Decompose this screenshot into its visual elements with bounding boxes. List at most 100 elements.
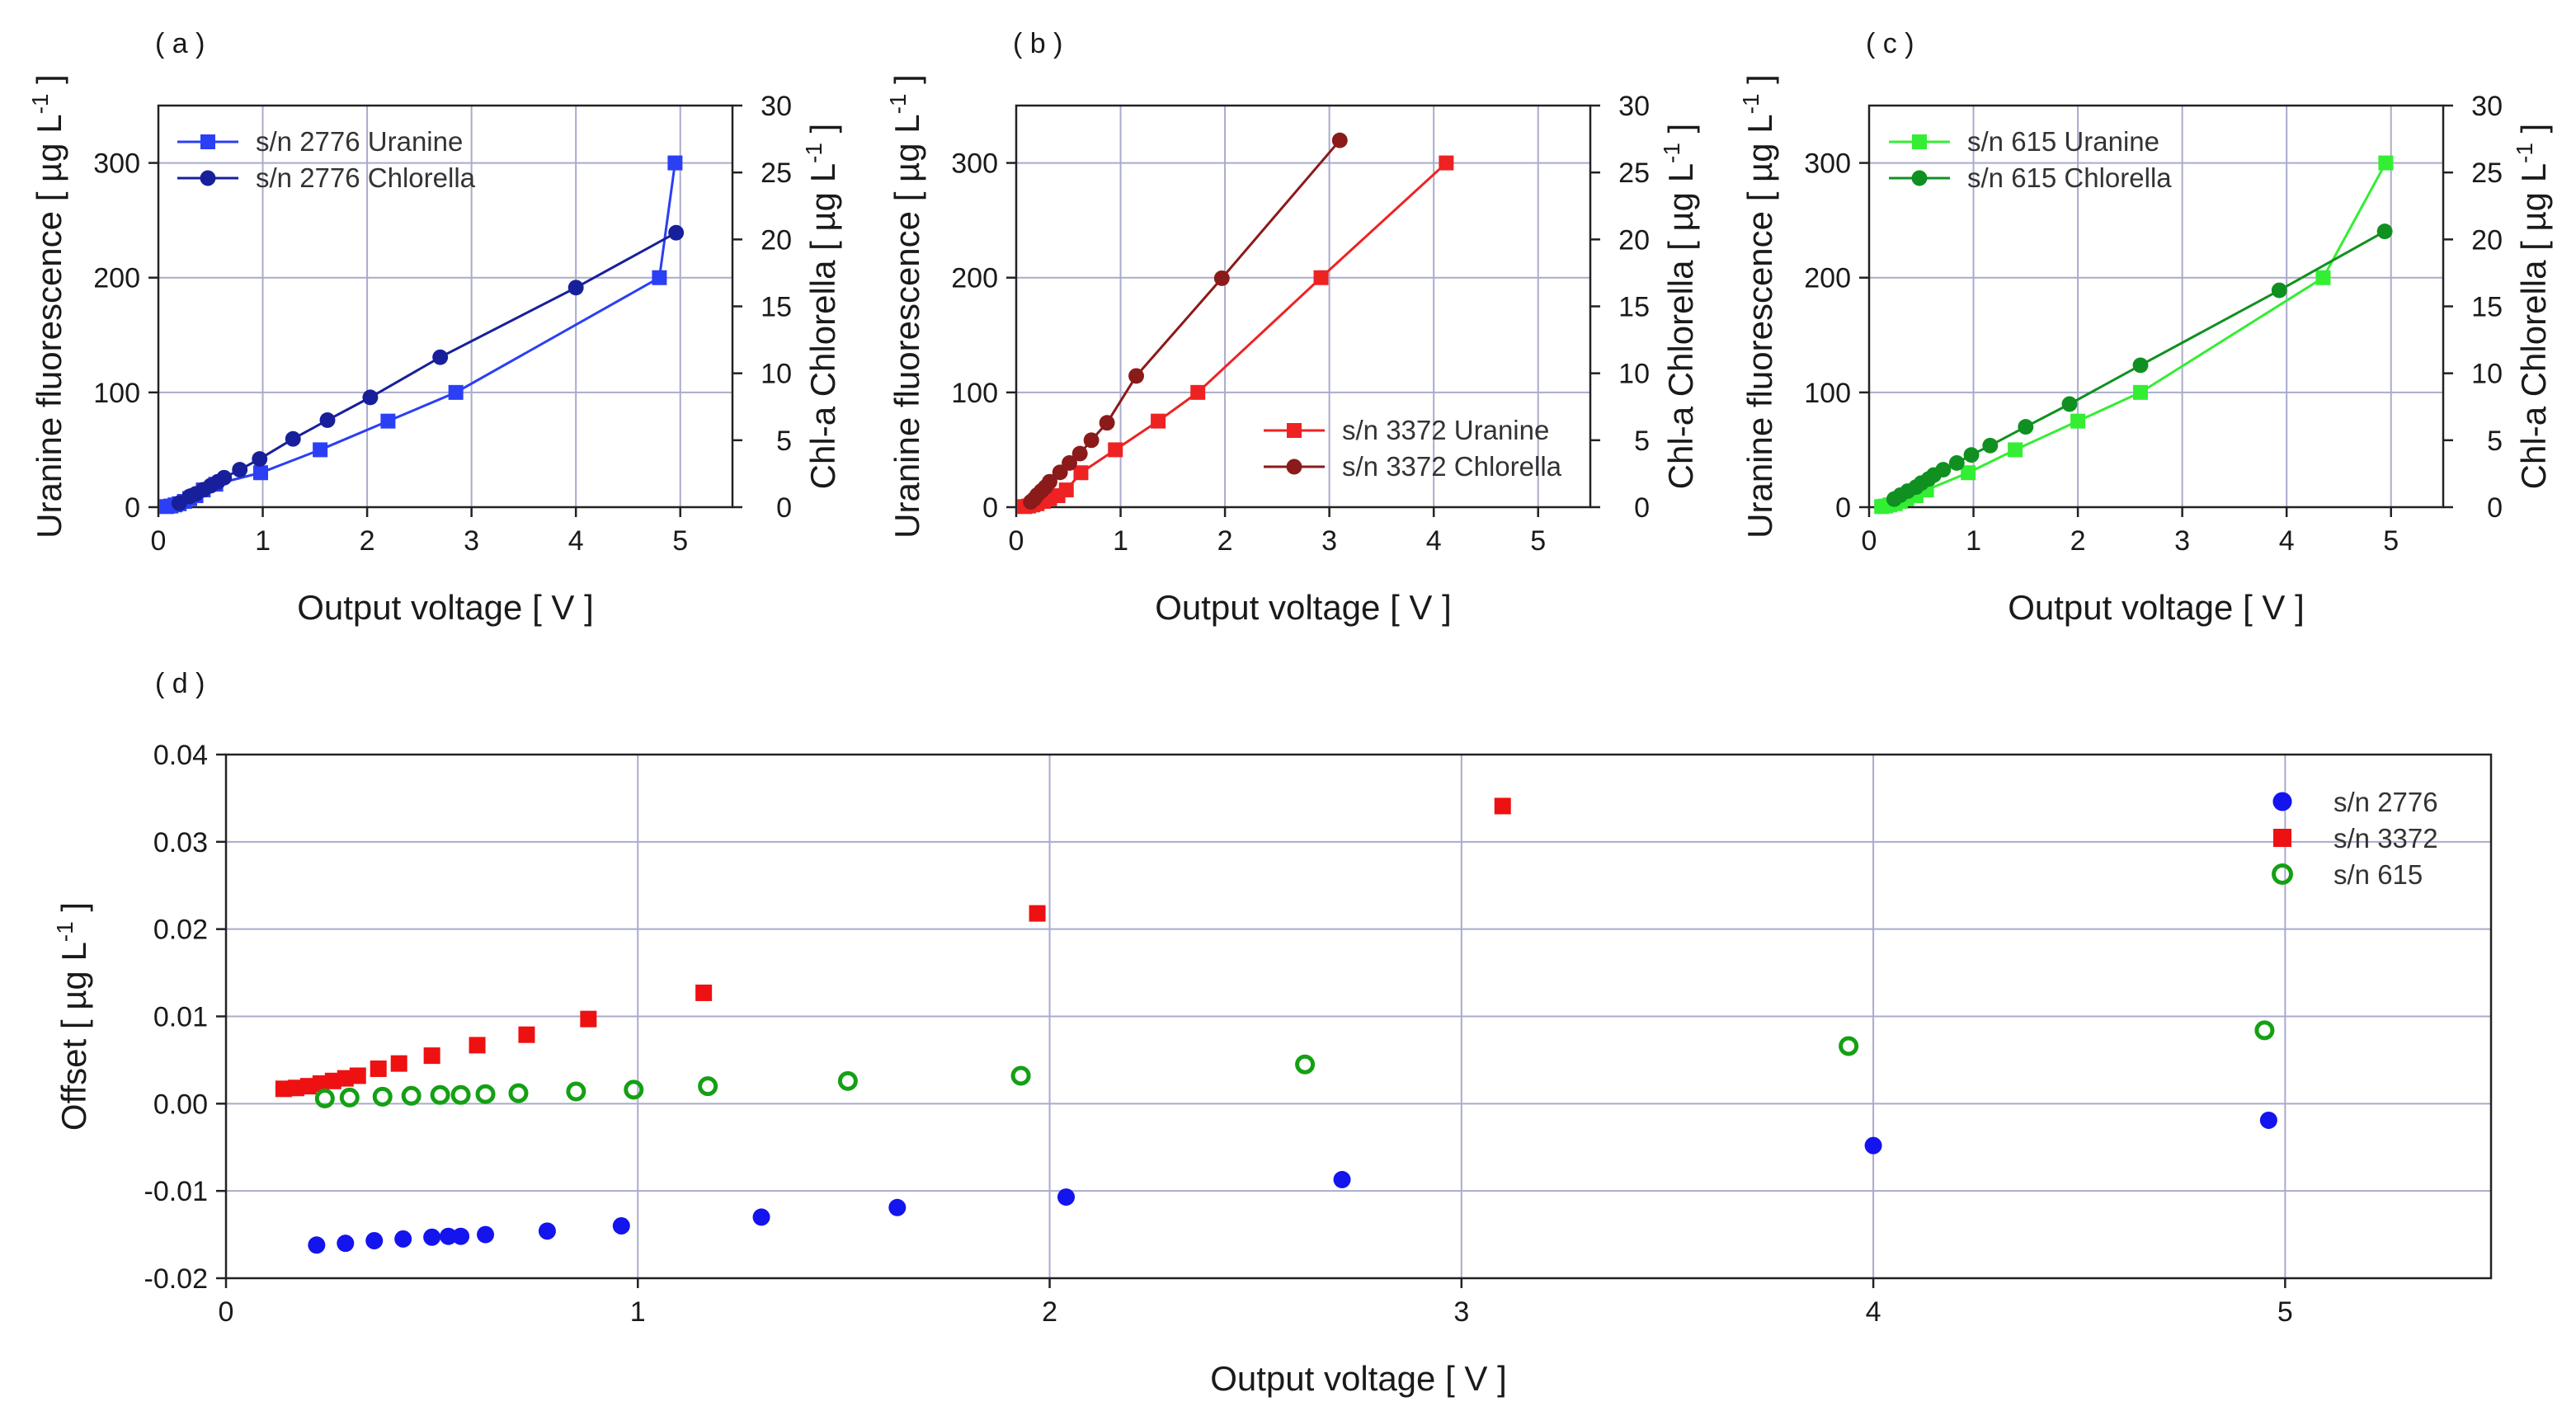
y-tick-label: 0 bbox=[125, 492, 140, 524]
legend-label: s/n 2776 bbox=[2333, 787, 2438, 817]
x-tick-label: 2 bbox=[1042, 1296, 1057, 1328]
data-point bbox=[252, 451, 268, 468]
y-tick-label: 200 bbox=[1804, 263, 1851, 294]
data-point bbox=[1935, 462, 1952, 477]
x-axis-title: Output voltage [ V ] bbox=[297, 588, 594, 627]
data-point bbox=[430, 1084, 450, 1105]
y-tick-label: 0.02 bbox=[153, 915, 208, 946]
legend-label: s/n 3372 bbox=[2333, 823, 2438, 854]
data-point bbox=[580, 1010, 597, 1028]
legend-marker bbox=[1912, 134, 1927, 149]
data-point bbox=[1062, 454, 1077, 471]
data-point bbox=[1151, 413, 1166, 429]
y2-tick-label: 15 bbox=[761, 292, 792, 323]
panel-label: ( a ) bbox=[155, 28, 205, 59]
plot-frame bbox=[1015, 104, 1592, 509]
data-point bbox=[1333, 1170, 1351, 1188]
x-tick-label: 4 bbox=[1426, 525, 1442, 557]
data-point bbox=[349, 1067, 366, 1084]
y-tick-label: 100 bbox=[1804, 378, 1851, 409]
data-point bbox=[1313, 270, 1329, 285]
legend-entry: s/n 3372 bbox=[2273, 823, 2438, 854]
data-point bbox=[2254, 1020, 2275, 1041]
legend-marker bbox=[2272, 863, 2293, 885]
panel-label: ( c ) bbox=[1866, 28, 1914, 59]
x-tick-label: 2 bbox=[360, 525, 375, 557]
data-point bbox=[1963, 447, 1980, 463]
chart-panel: ( c ) 0 1 2 3 4 5 0 100 200 300 0 5 10 15 20 25 30 Output … bbox=[1738, 28, 2553, 627]
y-axis-title: Uranine fluorescence [ µg L-1 ] bbox=[885, 74, 926, 538]
legend-marker bbox=[200, 134, 215, 149]
data-point bbox=[1029, 905, 1046, 922]
y2-tick-label: 5 bbox=[2487, 426, 2503, 457]
y-tick-label: 300 bbox=[93, 148, 140, 180]
legend-entry: s/n 2776 Uranine bbox=[177, 126, 463, 157]
data-point bbox=[1439, 155, 1454, 171]
x-tick-label: 4 bbox=[1866, 1296, 1881, 1328]
y-axis-title: Uranine fluorescence [ µg L-1 ] bbox=[27, 74, 68, 538]
y-axis-title: Uranine fluorescence [ µg L-1 ] bbox=[1738, 74, 1779, 538]
y-tick-label: 200 bbox=[951, 263, 998, 294]
x-tick-label: 5 bbox=[672, 525, 688, 557]
data-point bbox=[313, 442, 328, 458]
x-tick-label: 1 bbox=[255, 525, 271, 557]
x-tick-label: 5 bbox=[2277, 1296, 2293, 1328]
y-tick-label: 0 bbox=[982, 492, 998, 524]
x-axis-title: Output voltage [ V ] bbox=[1155, 588, 1452, 627]
data-point bbox=[2018, 419, 2034, 435]
data-point bbox=[624, 1079, 644, 1100]
legend-label: s/n 2776 Uranine bbox=[256, 126, 463, 157]
data-point bbox=[538, 1222, 556, 1240]
x-tick-label: 1 bbox=[1966, 525, 1981, 557]
data-point bbox=[440, 1227, 458, 1245]
legend-entry: s/n 615 bbox=[2272, 859, 2423, 890]
data-point bbox=[401, 1085, 421, 1106]
data-point bbox=[2376, 223, 2393, 240]
legend-marker bbox=[1911, 170, 1928, 186]
data-point bbox=[1073, 465, 1089, 481]
legend-marker bbox=[1286, 459, 1302, 475]
panel-label: ( b ) bbox=[1013, 28, 1062, 59]
data-point bbox=[567, 280, 584, 296]
data-point bbox=[1948, 454, 1965, 471]
y2-tick-label: 30 bbox=[1618, 91, 1650, 122]
data-point bbox=[423, 1228, 441, 1246]
x-axis-title: Output voltage [ V ] bbox=[1210, 1359, 1507, 1398]
x-tick-label: 0 bbox=[151, 525, 167, 557]
data-point bbox=[2378, 155, 2394, 171]
data-point bbox=[668, 224, 685, 241]
data-point bbox=[837, 1070, 858, 1091]
legend-label: s/n 3372 Uranine bbox=[1342, 415, 1549, 445]
legend-entry: s/n 3372 Uranine bbox=[1264, 415, 1549, 445]
series-group bbox=[314, 1020, 2275, 1108]
data-point bbox=[695, 984, 713, 1001]
data-point bbox=[1058, 482, 1074, 498]
series-line bbox=[166, 162, 676, 508]
y-tick-label: -0.02 bbox=[144, 1263, 209, 1295]
data-point bbox=[1057, 1188, 1076, 1206]
data-point bbox=[1042, 473, 1057, 490]
y-tick-label: 200 bbox=[93, 263, 140, 294]
y2-tick-label: 30 bbox=[2471, 91, 2503, 122]
data-point bbox=[2008, 442, 2023, 458]
data-point bbox=[518, 1026, 535, 1043]
data-point bbox=[1331, 132, 1348, 148]
data-point bbox=[2259, 1111, 2277, 1129]
data-point bbox=[1071, 445, 1088, 462]
data-point bbox=[1494, 797, 1511, 815]
y-tick-label: 300 bbox=[1804, 148, 1851, 180]
y2-tick-label: 10 bbox=[2471, 359, 2503, 390]
data-point bbox=[423, 1047, 440, 1065]
y2-tick-label: 0 bbox=[776, 492, 792, 524]
data-point bbox=[448, 384, 464, 400]
y2-tick-label: 10 bbox=[1618, 359, 1650, 390]
data-point bbox=[667, 155, 683, 171]
y2-tick-label: 10 bbox=[761, 359, 792, 390]
y2-tick-label: 15 bbox=[2471, 292, 2503, 323]
y2-tick-label: 0 bbox=[2487, 492, 2503, 524]
data-point bbox=[1010, 1065, 1031, 1086]
legend-entry: s/n 615 Uranine bbox=[1889, 126, 2159, 157]
y2-tick-label: 15 bbox=[1618, 292, 1650, 323]
data-point bbox=[1213, 270, 1230, 286]
legend-label: s/n 615 Chlorella bbox=[1967, 162, 2172, 193]
